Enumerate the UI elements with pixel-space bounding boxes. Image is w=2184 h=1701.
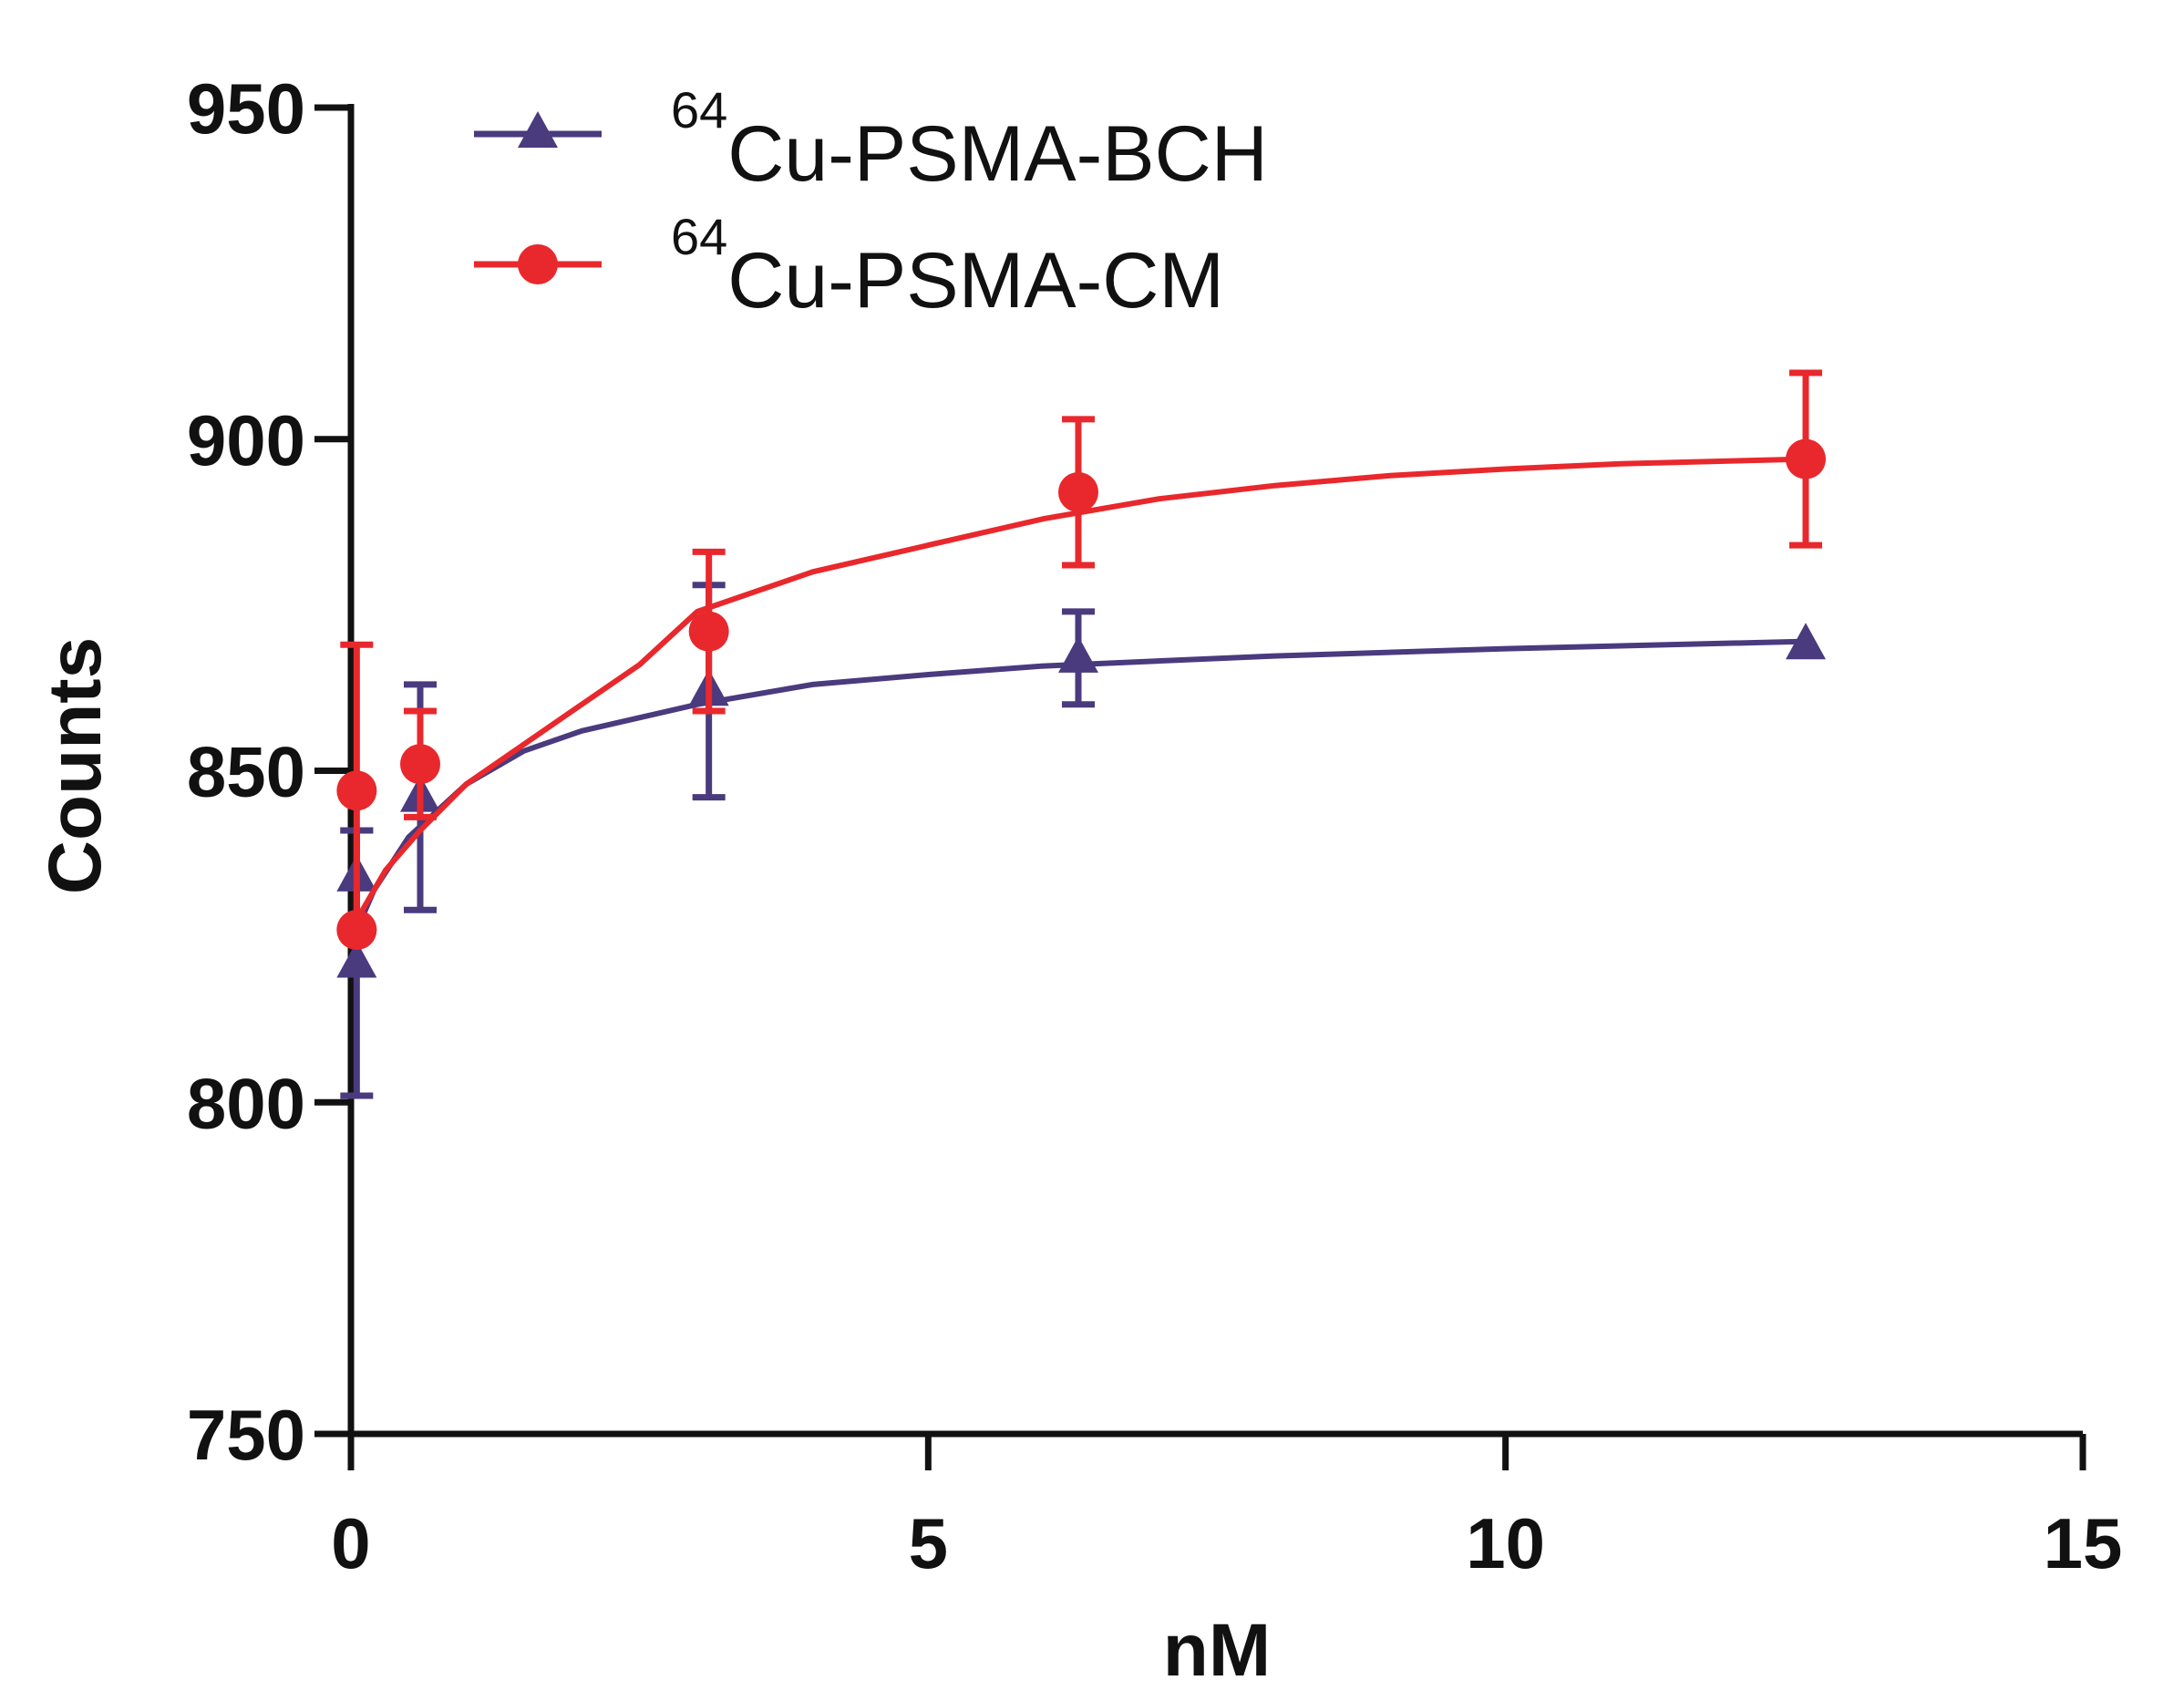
data-point: [1058, 471, 1098, 512]
legend-item-cm: 64Cu-PSMA-CM: [474, 208, 1224, 325]
x-axis-label: nM: [1163, 1609, 1271, 1692]
legend-label-bch: 64Cu-PSMA-BCH: [671, 81, 1268, 198]
legend-text-bch: Cu-PSMA-BCH: [727, 110, 1268, 198]
x-tick-label: 0: [331, 1503, 370, 1583]
legend: 64Cu-PSMA-BCH 64Cu-PSMA-CM: [474, 81, 1268, 325]
y-tick-label: 950: [187, 68, 305, 149]
legend-label-cm: 64Cu-PSMA-CM: [671, 208, 1224, 325]
axes: 750 800 850 900 950 0 5 10 15: [187, 68, 2123, 1583]
y-tick-label: 750: [187, 1395, 305, 1475]
legend-circle-marker: [518, 244, 558, 284]
y-tick-label: 850: [187, 732, 305, 812]
legend-item-bch: 64Cu-PSMA-BCH: [474, 81, 1268, 198]
series-bch: [336, 582, 1826, 1099]
y-axis-label: Counts: [34, 637, 117, 894]
series-cm: [336, 369, 1826, 951]
legend-isotope-cm: 64: [671, 208, 727, 265]
legend-triangle-marker: [518, 111, 558, 148]
series-layer: [336, 369, 1826, 1099]
x-tick-label: 5: [909, 1503, 948, 1583]
data-point: [1786, 623, 1826, 660]
data-point: [1786, 438, 1826, 479]
x-tick-label: 15: [2044, 1503, 2123, 1583]
data-point: [336, 941, 377, 978]
data-point: [336, 770, 377, 811]
y-tick-label: 800: [187, 1063, 305, 1143]
legend-isotope-bch: 64: [671, 81, 727, 139]
data-point: [400, 744, 440, 785]
legend-text-cm: Cu-PSMA-CM: [727, 237, 1224, 325]
data-point: [688, 611, 729, 652]
data-point: [1058, 635, 1098, 673]
x-tick-label: 10: [1466, 1503, 1545, 1583]
fit-curve: [348, 456, 1807, 932]
y-tick-label: 900: [187, 400, 305, 480]
